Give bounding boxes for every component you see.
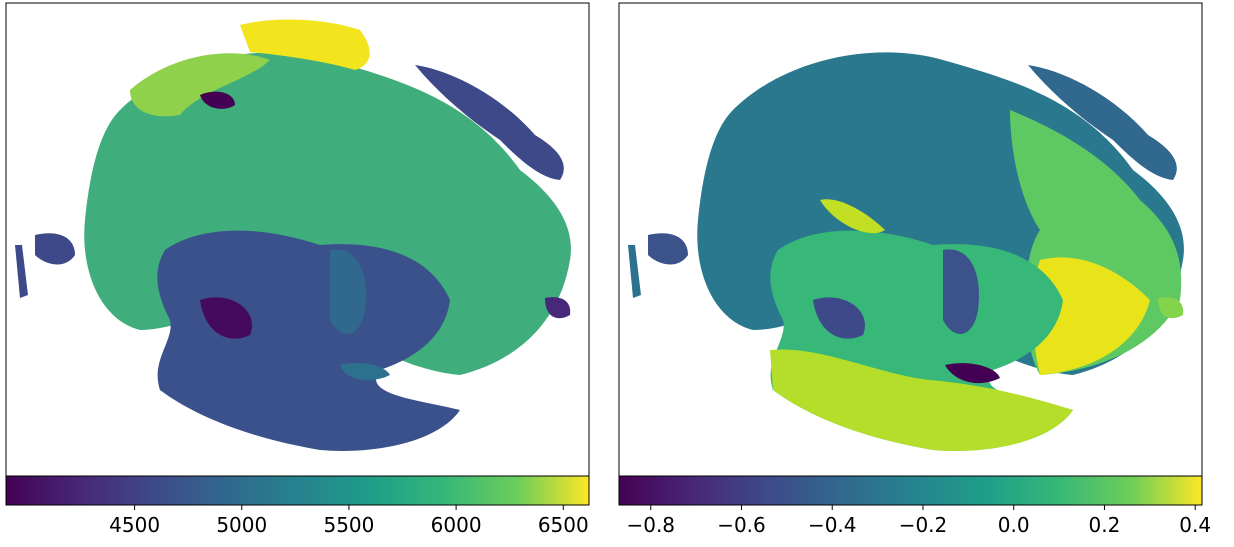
cluster (200, 297, 252, 339)
cluster (1032, 257, 1150, 375)
cluster (1028, 65, 1177, 180)
cluster (130, 53, 270, 117)
cluster (200, 91, 235, 109)
tick-label: −0.8 (626, 513, 675, 537)
tick-label: 0.2 (1089, 513, 1121, 537)
tick-label: −0.6 (717, 513, 766, 537)
tick-label: −0.2 (899, 513, 948, 537)
cluster (770, 349, 1073, 451)
tick-label: 5000 (216, 513, 267, 537)
cluster (157, 230, 460, 451)
embedding-left (5, 2, 590, 477)
cluster (943, 249, 979, 334)
cluster (415, 65, 564, 180)
cluster (35, 233, 75, 265)
tick-label: 0.0 (998, 513, 1030, 537)
tick-label: 0.4 (1179, 513, 1211, 537)
cluster (545, 297, 571, 319)
embedding-right (618, 2, 1203, 477)
cluster (1158, 297, 1184, 319)
tick-label: −0.4 (808, 513, 857, 537)
cluster (648, 233, 688, 265)
colorbar (5, 475, 590, 506)
tick-label: 4500 (109, 513, 160, 537)
cluster (330, 249, 366, 334)
tick-label: 6000 (431, 513, 482, 537)
tick-label: 5500 (323, 513, 374, 537)
cluster (945, 363, 1000, 384)
cluster (820, 199, 885, 234)
cluster (628, 245, 641, 298)
cluster (240, 19, 370, 71)
cluster (340, 363, 390, 381)
cluster (813, 297, 865, 339)
cluster (15, 245, 28, 298)
tick-label: 6500 (538, 513, 589, 537)
colorbar (618, 475, 1203, 506)
